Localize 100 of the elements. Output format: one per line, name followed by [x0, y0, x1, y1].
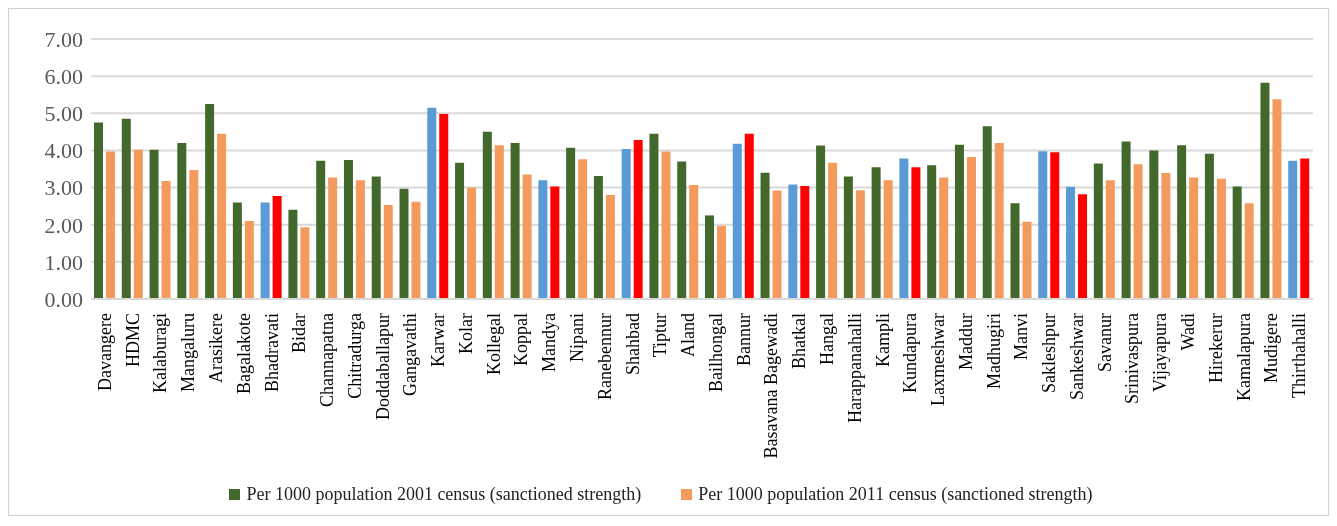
bar — [1244, 203, 1254, 299]
y-tick-label: 5.00 — [44, 101, 83, 127]
x-tick-label: Maddur — [955, 313, 976, 370]
bar — [1105, 180, 1115, 299]
x-tick-label: Bidar — [289, 313, 310, 353]
bar — [911, 167, 921, 299]
bar — [954, 144, 964, 299]
bar — [855, 190, 865, 299]
bar — [217, 133, 227, 299]
bar — [300, 227, 310, 299]
bar — [966, 157, 976, 299]
bar — [260, 202, 270, 299]
bar — [994, 143, 1004, 299]
bar — [355, 180, 365, 299]
x-tick-label: HDMC — [122, 313, 143, 368]
x-tick-label: Mangaluru — [178, 313, 199, 392]
bar — [106, 151, 115, 299]
x-tick-label: Nipani — [567, 313, 588, 362]
bar — [189, 170, 199, 299]
bar — [121, 118, 131, 299]
y-tick-label: 7.00 — [44, 26, 83, 52]
bar — [133, 149, 143, 299]
y-tick-label: 3.00 — [44, 175, 83, 201]
x-tick-label: Hangal — [816, 313, 837, 365]
bar — [883, 180, 893, 299]
bar — [1288, 160, 1298, 299]
bar — [1093, 163, 1103, 299]
bar — [550, 186, 560, 299]
bar — [744, 133, 754, 299]
bar — [982, 126, 992, 299]
x-tick-label: Mandya — [539, 312, 560, 372]
bar — [94, 122, 103, 299]
x-tick-label: Kampli — [872, 313, 893, 367]
bar — [1038, 151, 1048, 299]
bar — [1216, 178, 1226, 299]
bar — [1204, 153, 1214, 299]
bar — [232, 202, 242, 299]
x-tick-label: Channapatna — [317, 312, 338, 407]
bar — [538, 180, 548, 299]
bar — [800, 186, 810, 299]
bar — [633, 140, 643, 299]
x-tick-label: Thirthahalli — [1289, 313, 1310, 398]
bar — [689, 184, 699, 299]
bar — [1272, 99, 1282, 299]
bar — [1149, 150, 1159, 299]
bar — [593, 176, 603, 299]
legend-label: Per 1000 population 2001 census (sanctioned strength) — [246, 484, 642, 505]
x-tick-label: Savanur — [1094, 313, 1115, 372]
x-tick-label: Chitradurga — [344, 313, 365, 399]
bar — [605, 195, 615, 299]
y-tick-label: 4.00 — [44, 138, 83, 164]
bar — [788, 184, 798, 299]
legend-label: Per 1000 population 2011 census (sanctioned strength) — [698, 484, 1093, 505]
y-tick-label: 6.00 — [44, 63, 83, 89]
x-tick-label: Karwar — [428, 313, 449, 367]
x-tick-label: Wadi — [1178, 313, 1199, 351]
bar — [816, 145, 826, 299]
bar — [717, 225, 726, 299]
bar — [522, 174, 532, 299]
x-tick-label: Kollegal — [483, 313, 504, 375]
bar — [828, 162, 838, 299]
bar — [621, 148, 631, 299]
bar — [205, 104, 215, 299]
x-tick-label: Gangavathi — [400, 313, 421, 396]
bar — [343, 160, 353, 299]
x-tick-label: Kalaburagi — [150, 313, 171, 393]
bar — [732, 143, 742, 299]
x-tick-label: Kamalapura — [1233, 312, 1254, 401]
bar — [455, 162, 465, 299]
bar — [272, 196, 282, 299]
x-tick-label: Doddaballapur — [372, 313, 393, 420]
y-tick-label: 1.00 — [44, 249, 83, 275]
bar — [1066, 186, 1076, 299]
y-tick-label: 0.00 — [44, 286, 83, 312]
x-tick-label: Vijayapura — [1150, 313, 1171, 392]
bar — [439, 114, 449, 299]
bar — [316, 160, 326, 299]
bar — [1189, 177, 1199, 299]
x-tick-label: Davangere — [94, 312, 115, 391]
x-tick-label: Tiptur — [650, 313, 671, 358]
bar — [649, 133, 659, 299]
x-tick-label: Kolar — [455, 313, 476, 354]
bar — [1177, 145, 1187, 299]
bar — [843, 176, 853, 299]
bar — [871, 167, 881, 299]
x-tick-label: Manvi — [1011, 313, 1032, 360]
x-tick-label: Kundapura — [900, 313, 921, 393]
bar — [161, 180, 171, 299]
x-tick-label: Bannur — [733, 313, 754, 366]
y-tick-label: 2.00 — [44, 212, 83, 238]
bar — [1050, 152, 1060, 299]
bar — [288, 209, 298, 299]
bar — [1260, 82, 1270, 299]
bar — [1161, 173, 1171, 299]
bar — [566, 147, 576, 299]
bar — [482, 131, 492, 299]
bar — [927, 165, 937, 299]
bar — [427, 107, 437, 299]
x-tick-label: Sankeshwar — [1066, 313, 1087, 400]
bar — [1300, 158, 1310, 299]
